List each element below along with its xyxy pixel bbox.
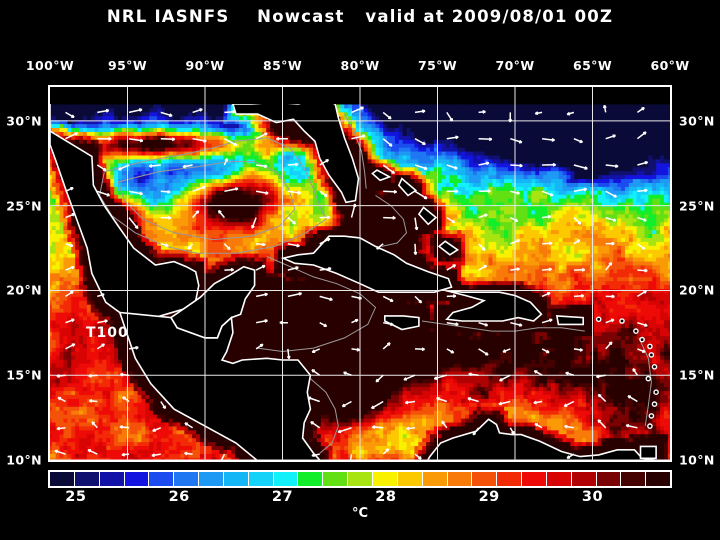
coastline-jamaica: [384, 315, 420, 331]
colorbar-swatch: [646, 472, 671, 486]
lat-tick-label-right: 10°N: [679, 452, 715, 468]
colorbar-tick-label: 29: [478, 489, 500, 505]
colorbar-swatch: [248, 472, 274, 486]
colorbar-tick-label: 28: [375, 489, 397, 505]
graticule: [50, 87, 670, 460]
lat-tick-label-right: 25°N: [679, 198, 715, 214]
lon-tick-label: 75°W: [417, 58, 458, 73]
colorbar-swatch: [596, 472, 622, 486]
coastline-cuba: [280, 235, 453, 293]
map-field-layer: [50, 87, 670, 460]
colorbar-swatch: [348, 472, 373, 486]
colorbar-swatch: [621, 472, 647, 486]
lat-tick-label-left: 15°N: [6, 367, 42, 383]
figure-title: NRL IASNFS Nowcast valid at 2009/08/01 0…: [106, 7, 614, 26]
colorbar-swatch: [571, 472, 597, 486]
colorbar: [48, 470, 672, 488]
lon-tick-label: 60°W: [650, 58, 690, 73]
coastline-bahamas3: [417, 206, 438, 226]
colorbar-swatch: [124, 472, 150, 486]
colorbar-swatch: [99, 472, 125, 486]
lon-tick-label: 95°W: [107, 58, 148, 73]
lon-tick-label: 90°W: [185, 58, 225, 73]
coastline-trinidad: [639, 445, 657, 460]
colorbar-swatch: [397, 472, 423, 486]
map-plot-area: [48, 85, 672, 462]
colorbar-swatch: [273, 472, 299, 486]
colorbar-swatch: [174, 472, 200, 486]
lon-tick-label: 85°W: [262, 58, 303, 73]
colorbar-tick-label: 27: [271, 489, 294, 505]
lat-tick-label-left: 10°N: [6, 452, 42, 468]
colorbar-tick-label: 26: [168, 489, 190, 505]
lat-tick-label-right: 20°N: [679, 282, 715, 298]
coastline-puertorico: [555, 315, 584, 326]
lat-tick-label-left: 20°N: [6, 282, 42, 298]
colorbar-swatch: [323, 472, 349, 486]
lon-tick-label: 100°W: [25, 58, 75, 73]
colorbar-swatch: [298, 472, 324, 486]
field-label: T100: [86, 325, 129, 341]
colorbar-tick-label: 30: [581, 489, 604, 505]
coastline-bahamas2: [397, 177, 418, 197]
colorbar-swatch: [372, 472, 398, 486]
lon-tick-label: 70°W: [495, 58, 535, 73]
lon-tick-label: 65°W: [572, 58, 613, 73]
coastline-bahamas4: [437, 240, 460, 256]
colorbar-tick-label: 25: [65, 489, 87, 505]
colorbar-swatch: [74, 472, 100, 486]
coastline-hispaniola: [445, 289, 543, 322]
colorbar-swatch: [472, 472, 498, 486]
sst-heatmap: [50, 87, 670, 460]
colorbar-swatch: [223, 472, 249, 486]
lat-tick-label-left: 25°N: [6, 198, 42, 214]
lat-tick-label-right: 30°N: [679, 113, 715, 129]
colorbar-swatch: [422, 472, 448, 486]
lon-tick-label: 80°W: [340, 58, 380, 73]
lat-tick-label-right: 15°N: [679, 367, 715, 383]
colorbar-swatch: [546, 472, 572, 486]
colorbar-unit-label: °C: [351, 506, 369, 521]
colorbar-swatch: [50, 472, 75, 486]
velocity-vectors: [54, 104, 649, 460]
colorbar-swatch: [149, 472, 175, 486]
colorbar-swatch: [522, 472, 547, 486]
coastline-camerica: [118, 311, 657, 460]
coastline-bahamas1: [371, 169, 392, 182]
lat-tick-label-left: 30°N: [6, 113, 42, 129]
colorbar-swatch: [447, 472, 473, 486]
colorbar-swatch: [199, 472, 224, 486]
colorbar-swatch: [497, 472, 523, 486]
